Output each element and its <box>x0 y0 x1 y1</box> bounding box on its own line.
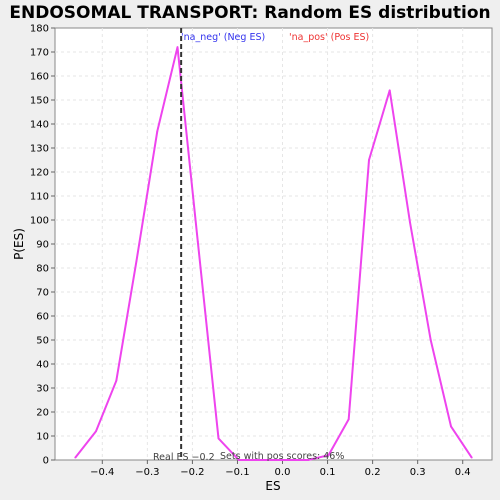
y-tick-label: 20 <box>36 408 49 419</box>
series-line-0 <box>74 46 260 461</box>
y-tick-label: 0 <box>43 456 49 467</box>
y-tick-label: 60 <box>36 312 49 323</box>
y-tick-label: 180 <box>30 24 49 35</box>
series-layer <box>74 46 473 461</box>
legend-item: 'na_pos' (Pos ES) <box>289 32 369 43</box>
pos-score-annotation: Sets with pos scores: 46% <box>220 451 344 462</box>
data-point <box>237 459 240 461</box>
data-point <box>115 379 118 382</box>
data-point <box>258 459 260 461</box>
data-point <box>388 89 391 92</box>
legend: 'na_neg' (Neg ES) 'na_pos' (Pos ES) <box>181 32 369 43</box>
data-point <box>429 339 432 341</box>
y-tick-label: 110 <box>30 192 49 203</box>
y-tick-label: 150 <box>30 96 49 107</box>
y-axis-ticks: 0 10 20 30 40 50 60 70 80 90 100 110 120 130 140 150 160… <box>30 24 55 467</box>
x-tick-label: 0.2 <box>365 467 381 478</box>
data-point <box>347 418 350 421</box>
y-tick-label: 70 <box>36 288 49 299</box>
x-axis-ticks: −0.4 −0.3 −0.2 −0.1 0.0 0.1 0.2 0.3 0.4 <box>90 460 471 478</box>
x-tick-label: −0.4 <box>90 467 114 478</box>
data-point <box>470 456 473 459</box>
y-tick-label: 170 <box>30 48 49 59</box>
x-tick-label: −0.2 <box>180 467 204 478</box>
y-tick-label: 100 <box>30 216 49 227</box>
data-point <box>196 240 199 243</box>
data-point <box>409 221 411 224</box>
series-line-1 <box>259 89 473 461</box>
data-point <box>135 259 138 262</box>
data-point <box>368 159 370 161</box>
x-tick-label: 0.4 <box>455 467 471 478</box>
y-tick-label: 80 <box>36 264 49 275</box>
y-tick-label: 30 <box>36 384 49 395</box>
x-axis-label: ES <box>265 479 280 493</box>
grid-lines <box>55 28 492 460</box>
data-point <box>327 454 330 457</box>
y-tick-label: 130 <box>30 144 49 155</box>
x-tick-label: 0.3 <box>410 467 426 478</box>
data-point <box>450 425 452 428</box>
y-tick-label: 120 <box>30 168 49 179</box>
y-axis-label: P(ES) <box>12 228 26 260</box>
real-es-label: Real ES −0.2 <box>153 452 215 463</box>
x-tick-label: 0.0 <box>275 467 291 478</box>
chart-title: ENDOSOMAL TRANSPORT: Random ES distribut… <box>9 3 490 23</box>
data-point <box>156 130 159 133</box>
data-point <box>74 456 77 459</box>
y-tick-label: 160 <box>30 72 49 83</box>
y-tick-label: 140 <box>30 120 49 131</box>
y-tick-label: 90 <box>36 240 49 251</box>
x-tick-label: −0.1 <box>225 467 249 478</box>
data-point <box>95 430 97 433</box>
y-tick-label: 10 <box>36 432 49 443</box>
y-tick-label: 40 <box>36 360 49 371</box>
data-point <box>176 46 179 49</box>
x-tick-label: 0.1 <box>320 467 336 478</box>
y-tick-label: 50 <box>36 336 49 347</box>
x-tick-label: −0.3 <box>135 467 159 478</box>
data-point <box>217 437 220 440</box>
data-point <box>307 459 310 461</box>
legend-item: 'na_neg' (Neg ES) <box>181 32 265 43</box>
